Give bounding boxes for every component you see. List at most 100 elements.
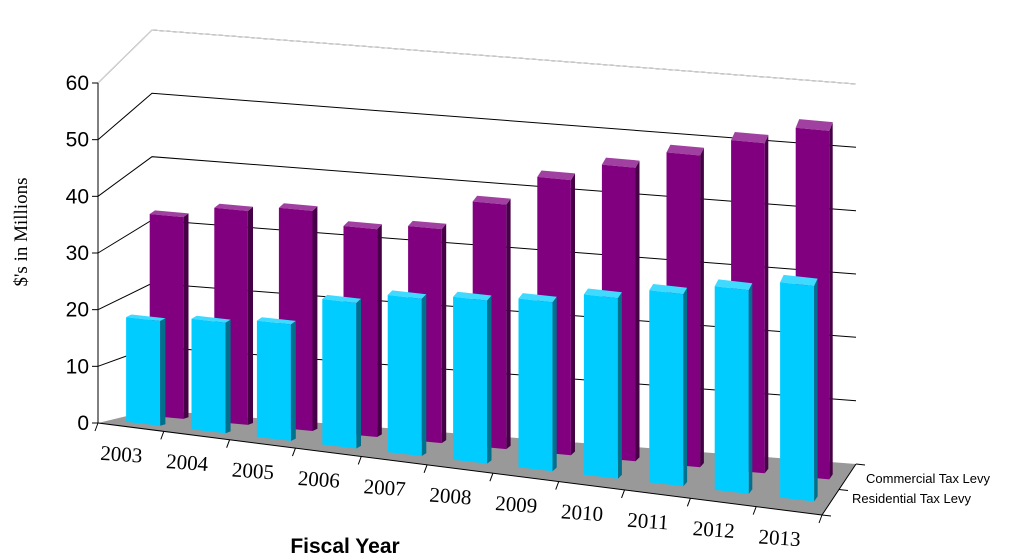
x-axis-label: Fiscal Year [290, 535, 399, 558]
x-tick-label: 2012 [692, 516, 736, 543]
bar-residential-2011 [649, 284, 688, 487]
bar-front [322, 299, 357, 449]
bar-front [714, 286, 749, 494]
bar-side [247, 206, 253, 425]
bar-top [343, 221, 382, 230]
bar-side [506, 198, 511, 450]
x-tick-mark [555, 481, 560, 490]
x-tick-label: 2003 [100, 441, 144, 468]
x-tick-mark [489, 473, 494, 482]
bar-side [225, 319, 231, 434]
bar-residential-2012 [714, 279, 753, 494]
bar-side [421, 294, 427, 456]
bar-side [377, 224, 382, 437]
x-tick-mark [621, 489, 626, 499]
bar-side [290, 320, 296, 441]
x-tick-mark [423, 464, 428, 473]
bar-top [714, 279, 753, 291]
x-tick-mark [291, 447, 296, 457]
bar-top [191, 315, 231, 323]
y-axis-label: $'s in Millions [11, 178, 32, 287]
x-axis-line [97, 422, 823, 516]
bar-residential-2008 [453, 291, 492, 464]
bar-top [453, 291, 492, 301]
bar-side [356, 298, 361, 449]
bar-residential-2007 [387, 290, 427, 456]
x-tick-mark [226, 439, 231, 448]
y-tick-label: 50 [66, 129, 89, 152]
bar-front [387, 295, 422, 456]
x-tick-label: 2009 [495, 491, 539, 518]
bar-side [487, 295, 492, 464]
axes: 0 10 20 30 40 50 60 2003 2004 2005 2006 2007 2008 200… [66, 72, 866, 551]
y-tick-label: 10 [66, 355, 89, 378]
bar-front [126, 317, 161, 426]
bar-side [312, 206, 318, 431]
bar-front [191, 318, 226, 434]
bar-top [601, 157, 640, 168]
x-tick-mark [94, 422, 99, 432]
bar-side [829, 122, 833, 480]
depth-tick-mark [838, 489, 849, 491]
bar-front [518, 298, 553, 472]
x-tick-mark [357, 456, 362, 465]
bar-side [635, 160, 640, 462]
bar-residential-2006 [322, 294, 361, 449]
bar-top [537, 170, 575, 181]
x-tick-label: 2004 [165, 449, 209, 476]
bar-top [149, 210, 189, 218]
x-tick-label: 2007 [363, 474, 407, 501]
y-tick-label: 30 [66, 242, 89, 265]
bar-front [780, 282, 815, 502]
bar-top [322, 294, 361, 303]
bar-top [666, 144, 704, 156]
bar-side [814, 278, 818, 502]
y-tick-label: 60 [66, 72, 89, 95]
x-tick-mark [160, 431, 165, 440]
y-tick-label: 20 [66, 299, 89, 322]
series-label-residential: Residential Tax Levy [852, 491, 971, 506]
bar-side [570, 173, 575, 456]
bar-side [683, 287, 688, 487]
y-tick-label: 40 [66, 185, 89, 208]
bar-top [731, 132, 769, 144]
gridline-top [97, 29, 857, 85]
labels: $'s in Millions Fiscal Year Commercial T… [11, 178, 991, 559]
bar-residential-2009 [518, 293, 557, 472]
bar-top [518, 293, 557, 303]
bar-residential-2013 [780, 274, 818, 502]
bar-side [160, 318, 166, 426]
commercial-series [149, 119, 833, 480]
bar-top [780, 274, 818, 287]
bar-front [649, 290, 684, 487]
bar-top [387, 290, 427, 299]
x-tick-label: 2011 [627, 508, 670, 535]
x-tick-mark [818, 514, 823, 524]
x-tick-label: 2005 [231, 457, 275, 484]
bar-side [441, 223, 447, 444]
x-tick-label: 2006 [297, 466, 341, 493]
bar-top [649, 284, 688, 295]
x-tick-mark [686, 498, 691, 507]
residential-series [126, 274, 818, 502]
bar-front [583, 294, 618, 479]
x-tick-label: 2010 [560, 499, 604, 526]
bar-front [256, 320, 291, 441]
x-tick-label: 2008 [429, 483, 473, 510]
series-label-commercial: Commercial Tax Levy [866, 471, 991, 486]
bar-front [453, 296, 488, 464]
bar-top [472, 195, 511, 205]
bar-residential-2004 [191, 315, 231, 434]
bar-side [764, 134, 769, 474]
bar-top [126, 314, 166, 321]
x-tick-mark [752, 506, 757, 515]
depth-tick-mark [821, 514, 832, 517]
gridline [97, 92, 857, 148]
gridline [97, 29, 857, 85]
bar-top [795, 119, 833, 131]
y-tick-label: 0 [77, 412, 89, 435]
depth-tick-mark [855, 463, 866, 466]
bar-side [700, 147, 704, 468]
bar-side [183, 213, 189, 419]
